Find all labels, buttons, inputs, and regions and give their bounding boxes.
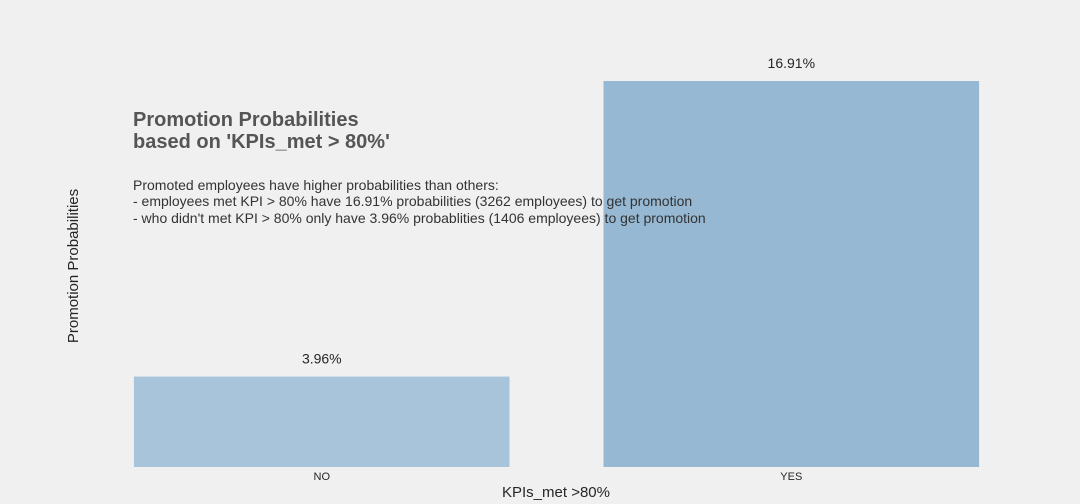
annotation-line-1: Promoted employees have higher probabili… — [133, 177, 499, 193]
x-tick-label-yes: YES — [780, 471, 802, 483]
bar-no — [133, 376, 510, 467]
labels-layer: 3.96% NO 16.91% YES — [302, 55, 815, 483]
x-axis-label: KPIs_met >80% — [502, 484, 610, 501]
chart-title-line-2: based on 'KPIs_met > 80%' — [133, 131, 390, 153]
bars-layer — [133, 81, 980, 467]
chart-title: Promotion Probabilities based on 'KPIs_m… — [133, 109, 390, 153]
bar-yes — [603, 81, 980, 467]
y-axis-label: Promotion Probabilities — [65, 189, 82, 343]
data-label-yes: 16.91% — [768, 55, 815, 71]
annotation-line-3: - who didn't met KPI > 80% only have 3.9… — [133, 210, 706, 226]
x-tick-label-no: NO — [314, 471, 331, 483]
annotation-line-2: - employees met KPI > 80% have 16.91% pr… — [133, 193, 692, 209]
data-label-no: 3.96% — [302, 351, 342, 367]
annotation-text: Promoted employees have higher probabili… — [133, 177, 706, 226]
chart-title-line-1: Promotion Probabilities — [133, 109, 359, 131]
